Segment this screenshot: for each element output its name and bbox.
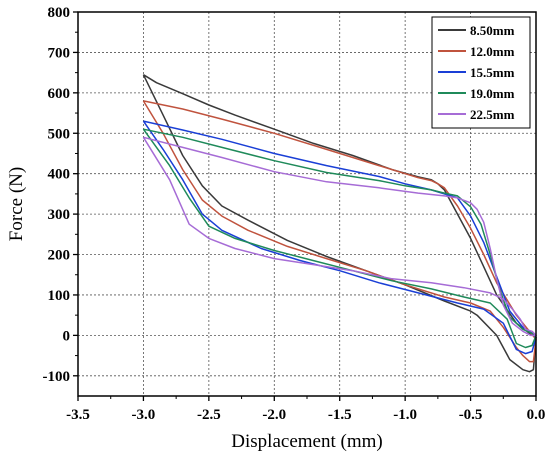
- x-tick-label: -2.5: [197, 407, 221, 423]
- legend-label: 12.0mm: [470, 44, 515, 59]
- legend-label: 8.50mm: [470, 23, 515, 38]
- x-tick-label: 0.0: [527, 407, 546, 423]
- x-tick-labels: -3.5 -3.0 -2.5 -2.0 -1.5 -1.0 -0.5 0.0: [66, 407, 545, 423]
- x-tick-label: -1.5: [328, 407, 352, 423]
- legend-label: 19.0mm: [470, 86, 515, 101]
- legend-label: 15.5mm: [470, 65, 515, 80]
- x-tick-label: -3.5: [66, 407, 90, 423]
- y-tick-labels: -100 0 100 200 300 400 500 600 700 800: [43, 5, 71, 385]
- y-tick-label: 600: [48, 86, 71, 102]
- series-line-2: [142, 100, 537, 363]
- y-tick-label: 800: [48, 5, 71, 21]
- y-tick-label: 0: [63, 328, 71, 344]
- x-axis-title: Displacement (mm): [231, 431, 382, 452]
- x-tick-label: -0.5: [459, 407, 483, 423]
- y-axis-title: Force (N): [6, 167, 27, 241]
- x-tick-label: -2.0: [262, 407, 286, 423]
- legend-label: 22.5mm: [470, 107, 515, 122]
- x-tick-label: -3.0: [132, 407, 156, 423]
- y-tick-label: 200: [48, 248, 71, 264]
- y-tick-label: 400: [48, 167, 71, 183]
- y-tick-label: 500: [48, 126, 71, 142]
- series-line-5: [142, 136, 537, 337]
- y-tick-label: 100: [48, 288, 71, 304]
- x-tick-label: -1.0: [393, 407, 417, 423]
- legend: 8.50mm 12.0mm 15.5mm 19.0mm 22.5mm: [431, 16, 531, 129]
- y-tick-label: 300: [48, 207, 71, 223]
- y-tick-label: 700: [48, 45, 71, 61]
- axis-ticks: [73, 11, 537, 401]
- y-tick-label: -100: [43, 369, 71, 385]
